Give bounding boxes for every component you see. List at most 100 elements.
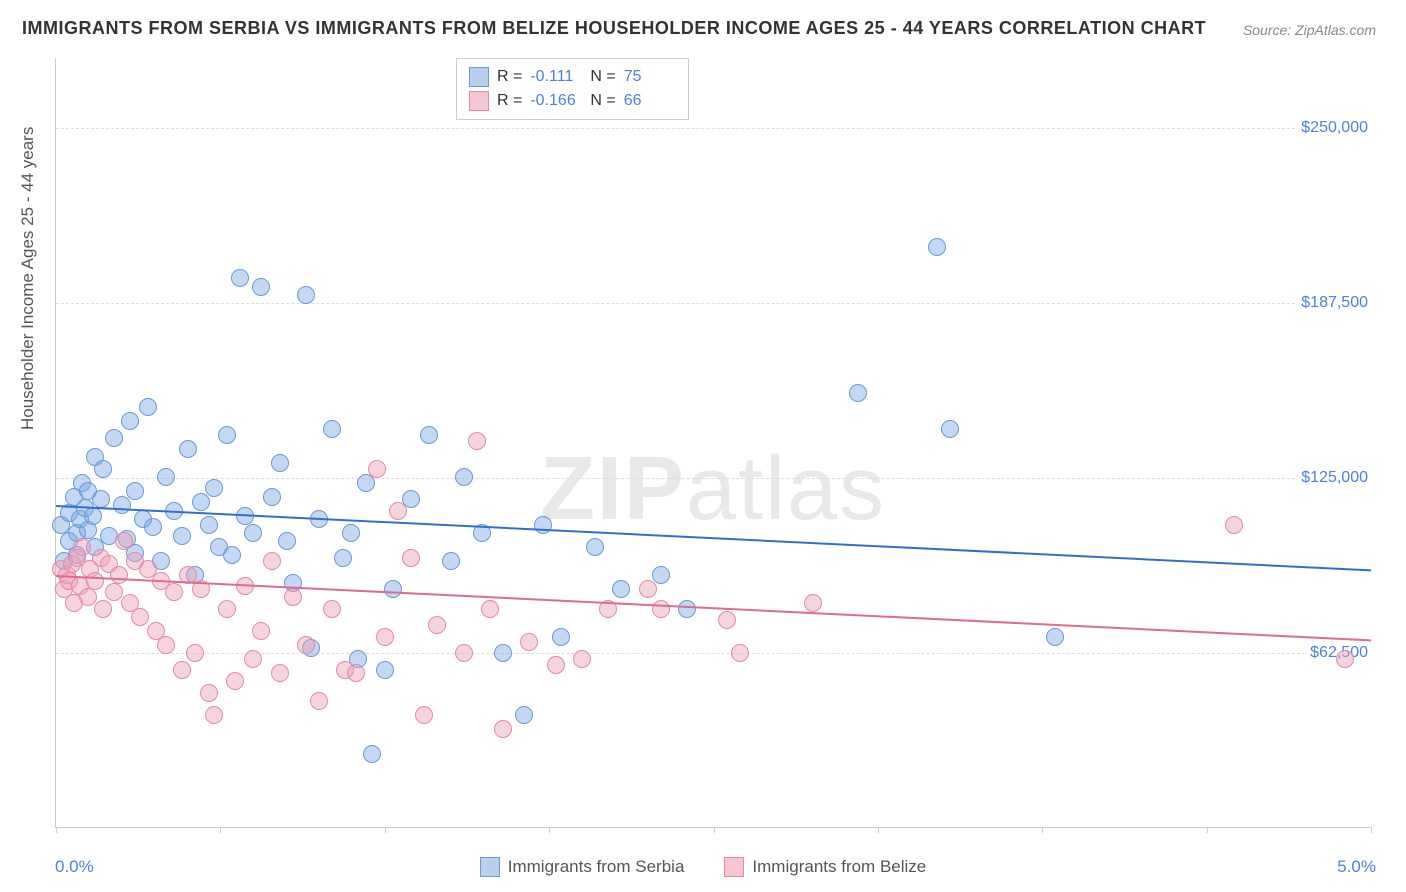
legend-swatch-belize xyxy=(724,857,744,877)
scatter-point-belize xyxy=(310,692,328,710)
scatter-point-serbia xyxy=(376,661,394,679)
scatter-point-belize xyxy=(731,644,749,662)
scatter-point-serbia xyxy=(271,454,289,472)
scatter-point-serbia xyxy=(244,524,262,542)
legend-swatch-serbia xyxy=(480,857,500,877)
scatter-point-belize xyxy=(244,650,262,668)
n-label: N = xyxy=(590,68,615,86)
scatter-point-belize xyxy=(284,588,302,606)
scatter-point-belize xyxy=(520,633,538,651)
scatter-point-serbia xyxy=(126,482,144,500)
scatter-point-belize xyxy=(573,650,591,668)
scatter-point-serbia xyxy=(323,420,341,438)
scatter-point-belize xyxy=(547,656,565,674)
scatter-point-belize xyxy=(131,608,149,626)
scatter-point-serbia xyxy=(165,502,183,520)
scatter-point-serbia xyxy=(121,412,139,430)
x-tick xyxy=(56,827,57,833)
legend-label-serbia: Immigrants from Serbia xyxy=(508,857,685,877)
scatter-point-serbia xyxy=(173,527,191,545)
scatter-point-serbia xyxy=(342,524,360,542)
scatter-point-belize xyxy=(494,720,512,738)
scatter-point-serbia xyxy=(139,398,157,416)
swatch-belize xyxy=(469,91,489,111)
scatter-point-belize xyxy=(271,664,289,682)
scatter-point-belize xyxy=(389,502,407,520)
legend-item-belize: Immigrants from Belize xyxy=(724,857,926,877)
scatter-point-belize xyxy=(252,622,270,640)
x-tick xyxy=(385,827,386,833)
scatter-point-belize xyxy=(86,572,104,590)
gridline xyxy=(56,303,1370,304)
n-label: N = xyxy=(590,92,615,110)
scatter-point-serbia xyxy=(231,269,249,287)
scatter-point-serbia xyxy=(612,580,630,598)
scatter-point-serbia xyxy=(84,507,102,525)
scatter-point-belize xyxy=(105,583,123,601)
scatter-point-belize xyxy=(110,566,128,584)
scatter-point-belize xyxy=(347,664,365,682)
scatter-point-serbia xyxy=(144,518,162,536)
scatter-point-serbia xyxy=(928,238,946,256)
scatter-point-serbia xyxy=(384,580,402,598)
scatter-point-belize xyxy=(428,616,446,634)
scatter-point-serbia xyxy=(494,644,512,662)
scatter-point-serbia xyxy=(849,384,867,402)
y-tick-label: $187,500 xyxy=(1297,292,1372,314)
scatter-point-serbia xyxy=(473,524,491,542)
scatter-point-belize xyxy=(94,600,112,618)
scatter-point-serbia xyxy=(297,286,315,304)
scatter-point-belize xyxy=(218,600,236,618)
scatter-point-serbia xyxy=(515,706,533,724)
scatter-point-belize xyxy=(192,580,210,598)
scatter-point-serbia xyxy=(263,488,281,506)
scatter-point-belize xyxy=(263,552,281,570)
gridline xyxy=(56,478,1370,479)
scatter-point-serbia xyxy=(105,429,123,447)
watermark-prefix: ZIP xyxy=(540,439,686,539)
scatter-point-serbia xyxy=(223,546,241,564)
plot-area: ZIPatlas $62,500$125,000$187,500$250,000… xyxy=(55,58,1370,828)
scatter-point-belize xyxy=(79,588,97,606)
y-tick-label: $250,000 xyxy=(1297,117,1372,139)
r-value-belize: -0.166 xyxy=(530,92,582,110)
watermark: ZIPatlas xyxy=(540,438,886,541)
scatter-point-belize xyxy=(115,532,133,550)
scatter-point-serbia xyxy=(192,493,210,511)
scatter-point-serbia xyxy=(442,552,460,570)
scatter-point-serbia xyxy=(334,549,352,567)
r-label: R = xyxy=(497,68,522,86)
scatter-point-belize xyxy=(639,580,657,598)
scatter-point-belize xyxy=(376,628,394,646)
scatter-point-serbia xyxy=(236,507,254,525)
legend-item-serbia: Immigrants from Serbia xyxy=(480,857,685,877)
stats-legend-box: R =-0.111N =75R =-0.166N =66 xyxy=(456,58,689,120)
x-tick xyxy=(1042,827,1043,833)
source-attribution: Source: ZipAtlas.com xyxy=(1243,22,1376,38)
x-tick xyxy=(714,827,715,833)
y-tick-label: $125,000 xyxy=(1297,467,1372,489)
scatter-point-serbia xyxy=(157,468,175,486)
n-value-serbia: 75 xyxy=(624,68,676,86)
chart-title: IMMIGRANTS FROM SERBIA VS IMMIGRANTS FRO… xyxy=(22,18,1206,39)
scatter-point-belize xyxy=(297,636,315,654)
scatter-point-serbia xyxy=(420,426,438,444)
stats-row-serbia: R =-0.111N =75 xyxy=(469,65,676,89)
scatter-point-serbia xyxy=(205,479,223,497)
scatter-point-serbia xyxy=(310,510,328,528)
scatter-point-serbia xyxy=(179,440,197,458)
swatch-serbia xyxy=(469,67,489,87)
scatter-point-belize xyxy=(1225,516,1243,534)
scatter-point-serbia xyxy=(1046,628,1064,646)
scatter-point-serbia xyxy=(941,420,959,438)
scatter-point-serbia xyxy=(455,468,473,486)
scatter-point-belize xyxy=(468,432,486,450)
scatter-point-belize xyxy=(804,594,822,612)
scatter-point-serbia xyxy=(278,532,296,550)
scatter-point-serbia xyxy=(586,538,604,556)
scatter-point-belize xyxy=(226,672,244,690)
r-label: R = xyxy=(497,92,522,110)
scatter-point-belize xyxy=(205,706,223,724)
scatter-point-serbia xyxy=(200,516,218,534)
scatter-point-belize xyxy=(173,661,191,679)
